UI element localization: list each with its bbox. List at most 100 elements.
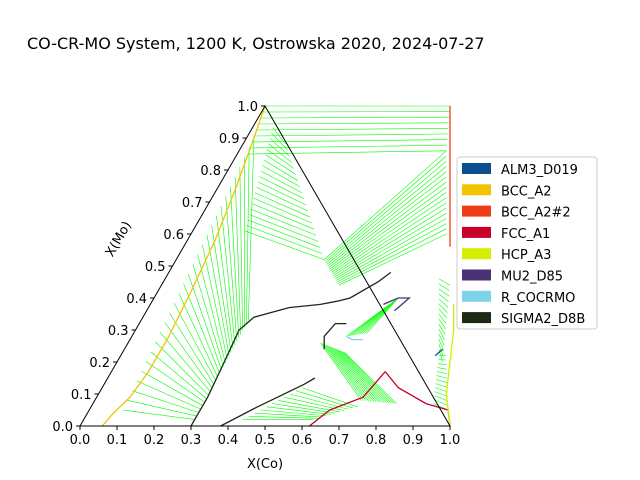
legend-label: MU2_D85 xyxy=(501,270,563,285)
x-axis-ticks: 0.0 0.1 0.2 0.3 0.4 0.5 0.6 0.7 0.8 0.9 1.0 xyxy=(70,426,461,448)
tie-line xyxy=(268,143,292,163)
x-tick-label: 0.2 xyxy=(144,433,165,448)
phase-boundary xyxy=(101,105,266,427)
tie-line xyxy=(436,371,447,375)
tie-line xyxy=(251,203,315,230)
tie-line xyxy=(247,219,321,248)
tie-line xyxy=(131,390,199,413)
tie-line xyxy=(225,196,238,342)
tie-line xyxy=(266,406,331,415)
tie-line xyxy=(173,303,217,381)
tie-line xyxy=(438,323,446,335)
tie-lines xyxy=(122,105,451,420)
tie-line xyxy=(327,345,372,402)
tie-line xyxy=(248,137,255,321)
tie-line xyxy=(272,403,336,414)
tie-line xyxy=(230,186,240,339)
legend-swatch xyxy=(462,184,491,196)
phase-boundary xyxy=(220,377,316,427)
y-tick-label: 0.8 xyxy=(200,164,221,179)
tie-line xyxy=(234,176,241,335)
phase-boundary xyxy=(434,348,444,357)
tie-line xyxy=(325,344,369,402)
tie-line xyxy=(260,116,450,119)
tie-line xyxy=(260,409,327,417)
tie-line xyxy=(351,304,389,336)
tie-line xyxy=(169,312,215,385)
tie-line xyxy=(335,348,385,403)
tie-line xyxy=(216,215,234,349)
tie-line xyxy=(435,387,448,393)
tie-line xyxy=(265,154,296,175)
x-tick-label: 0.1 xyxy=(107,433,128,448)
tie-line xyxy=(178,293,218,378)
tie-line xyxy=(258,122,449,125)
tie-line xyxy=(327,171,447,267)
tie-line xyxy=(342,351,395,404)
tie-line xyxy=(323,343,367,402)
tie-line xyxy=(155,341,209,396)
tie-line xyxy=(248,150,447,155)
legend-box xyxy=(456,156,598,330)
tie-line xyxy=(250,208,317,236)
legend-swatch xyxy=(462,248,491,260)
tie-line xyxy=(246,225,323,254)
tie-line xyxy=(438,359,447,361)
legend-label: HCP_A3 xyxy=(501,248,551,263)
tie-line xyxy=(159,332,211,392)
tie-line xyxy=(290,393,349,410)
tie-line xyxy=(332,197,447,275)
y-tick-label: 0.0 xyxy=(52,420,73,435)
x-tick-label: 1.0 xyxy=(440,433,461,448)
phase-boundary xyxy=(384,371,451,427)
y-tick-label: 0.6 xyxy=(163,228,184,243)
tie-line xyxy=(434,395,448,402)
phase-boundary xyxy=(190,300,338,427)
tie-line xyxy=(150,351,207,399)
phase-boundary xyxy=(336,271,392,302)
tie-line xyxy=(324,150,447,260)
legend-label: FCC_A1 xyxy=(501,227,550,242)
tie-line xyxy=(183,283,220,374)
tie-line xyxy=(436,375,448,379)
tie-line xyxy=(136,380,201,410)
tie-line xyxy=(252,139,448,143)
phase-boundary xyxy=(308,371,386,427)
y-tick-label: 0.3 xyxy=(108,324,129,339)
tie-line xyxy=(271,132,288,151)
y-tick-label: 0.5 xyxy=(145,260,166,275)
y-axis-ticks: 0.0 0.1 0.2 0.3 0.4 0.5 0.6 0.7 0.8 0.9 1.0 xyxy=(52,100,265,435)
tie-line xyxy=(272,127,286,145)
tie-line xyxy=(253,197,313,224)
x-tick-label: 0.0 xyxy=(70,433,91,448)
tie-line xyxy=(348,306,388,337)
legend-swatch xyxy=(462,290,491,302)
tie-line xyxy=(260,170,302,193)
x-tick-label: 0.6 xyxy=(292,433,313,448)
y-tick-label: 0.7 xyxy=(182,196,203,211)
tie-line xyxy=(438,293,449,302)
tie-line xyxy=(301,387,358,408)
legend-swatch xyxy=(462,163,491,174)
tie-line xyxy=(332,347,380,403)
legend-label: ALM3_D019 xyxy=(501,163,578,178)
tie-line xyxy=(256,187,309,212)
tie-line xyxy=(330,186,447,272)
tie-line xyxy=(438,288,450,297)
tie-line xyxy=(256,128,449,131)
tie-line xyxy=(325,160,447,264)
legend-label: R_COCRMO xyxy=(501,291,575,306)
tie-line xyxy=(263,159,298,181)
tie-line xyxy=(438,313,447,324)
tie-line xyxy=(244,230,325,260)
tie-line xyxy=(262,165,300,187)
tie-line xyxy=(438,328,445,341)
x-tick-label: 0.7 xyxy=(329,433,350,448)
tie-line xyxy=(266,148,294,169)
tie-line xyxy=(145,361,205,403)
tie-line xyxy=(334,207,447,278)
tie-line xyxy=(197,254,226,363)
tie-line xyxy=(324,155,447,262)
tie-line xyxy=(438,303,448,313)
